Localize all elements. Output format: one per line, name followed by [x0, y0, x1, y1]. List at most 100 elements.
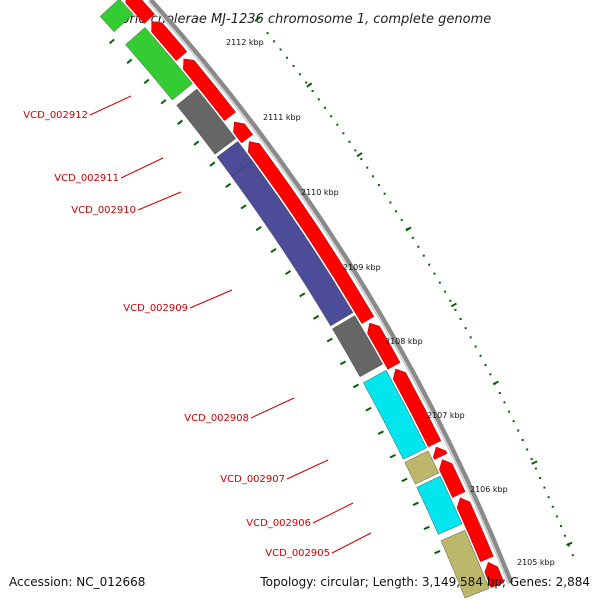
gene-leader-line: [120, 157, 164, 179]
ring-dot: [449, 299, 452, 302]
ring-dot: [286, 56, 289, 59]
ring-dot: [534, 467, 537, 470]
gene-leader-line: [286, 459, 329, 480]
kbp-tick-label: 2108 kbp: [385, 337, 423, 346]
kbp-tick-mark: [531, 460, 538, 465]
kbp-tick-mark: [492, 380, 499, 386]
ring-dot: [498, 391, 501, 394]
minor-tick: [160, 99, 167, 105]
ring-dot: [547, 496, 550, 499]
minor-tick: [126, 58, 133, 65]
summary-text: Topology: circular; Length: 3,149,584 bp…: [259, 575, 590, 589]
ring-dot: [464, 327, 467, 330]
kbp-tick-label: 2107 kbp: [427, 411, 465, 420]
gene-label: VCD_002911: [54, 173, 119, 184]
kbp-tick-mark: [566, 541, 573, 546]
ring-dot: [512, 420, 515, 423]
gene-label: VCD_002910: [71, 205, 136, 216]
ring-dot: [298, 73, 301, 76]
minor-tick: [225, 182, 232, 188]
gene-block: [404, 450, 440, 485]
gene-block: [332, 315, 383, 378]
cds-arrow: [456, 497, 494, 563]
gene-label: VCD_002912: [23, 110, 88, 121]
minor-tick: [209, 161, 216, 167]
ring-dot: [489, 373, 492, 376]
minor-tick: [109, 38, 115, 45]
ring-dot: [273, 40, 276, 43]
ring-dot: [555, 515, 558, 518]
cds-arrow: [439, 459, 466, 498]
accession-text: Accession: NC_012668: [9, 575, 145, 589]
ring-dot: [479, 354, 482, 357]
gene-block: [416, 475, 463, 535]
gene-block: [125, 27, 193, 101]
ring-dot: [323, 106, 326, 109]
cds-arrow: [433, 446, 448, 460]
gene-labels: VCD_002912 VCD_002911 VCD_002910 VCD_002909…: [23, 95, 372, 559]
ring-dot: [503, 401, 506, 404]
ring-dot: [311, 89, 314, 92]
minor-tick: [193, 140, 200, 146]
ring-dot: [530, 457, 533, 460]
cds-arrow: [392, 368, 442, 448]
minor-tick: [284, 270, 292, 276]
kbp-tick-label: 2106 kbp: [470, 485, 508, 494]
minor-tick: [270, 247, 277, 253]
ring-dot: [567, 544, 570, 547]
minor-tick: [339, 360, 347, 366]
ring-dot: [551, 505, 554, 508]
ring-dot: [330, 115, 333, 118]
backbone: [147, 0, 514, 585]
ring-dot: [411, 236, 414, 239]
gene-label: VCD_002905: [265, 548, 330, 559]
ring-dot: [336, 123, 339, 126]
gene-label: VCD_002907: [220, 474, 285, 485]
minor-tick: [143, 78, 150, 85]
kbp-tick-label: 2111 kbp: [263, 113, 301, 122]
ring-dot: [348, 140, 351, 143]
ring-dot: [383, 192, 386, 195]
ring-dot: [279, 48, 282, 51]
ring-dot: [377, 183, 380, 186]
kbp-tick-mark: [405, 226, 412, 232]
ring-dot: [395, 210, 398, 213]
ring-dot: [433, 272, 436, 275]
minor-tick: [401, 477, 408, 483]
gene-leader-line: [89, 95, 132, 116]
ring-dot: [317, 98, 320, 101]
ring-dot: [563, 534, 566, 537]
minor-tick: [299, 292, 306, 298]
cds-arrow: [151, 21, 188, 62]
ring-dot: [400, 219, 403, 222]
ring-dot: [474, 345, 477, 348]
gene-label: VCD_002909: [123, 303, 188, 314]
minor-tick: [412, 501, 419, 507]
backbone-ring: [147, 0, 514, 585]
ring-dot: [417, 245, 420, 248]
gene-block: [176, 88, 236, 155]
gene-label: VCD_002906: [246, 518, 311, 529]
cds-arrow: [233, 121, 254, 144]
minor-tick: [365, 406, 372, 412]
cds-track: [125, 0, 505, 589]
ring-dot: [372, 175, 375, 178]
ring-dot: [305, 81, 308, 84]
ring-dot: [521, 438, 524, 441]
ring-dot: [366, 166, 369, 169]
ring-dot: [360, 157, 363, 160]
ring-dot: [539, 477, 542, 480]
gene-leader-line: [331, 532, 372, 554]
ring-dot: [543, 486, 546, 489]
minor-tick: [389, 453, 396, 459]
minor-tick: [313, 314, 320, 320]
minor-tick: [326, 337, 333, 343]
gene-track: [99, 0, 490, 599]
minor-tick: [434, 550, 441, 555]
kbp-tick-mark: [254, 16, 261, 22]
ring-dot: [266, 32, 269, 35]
ring-dot: [559, 525, 562, 528]
minor-tick: [240, 204, 247, 210]
minor-tick: [377, 430, 384, 435]
